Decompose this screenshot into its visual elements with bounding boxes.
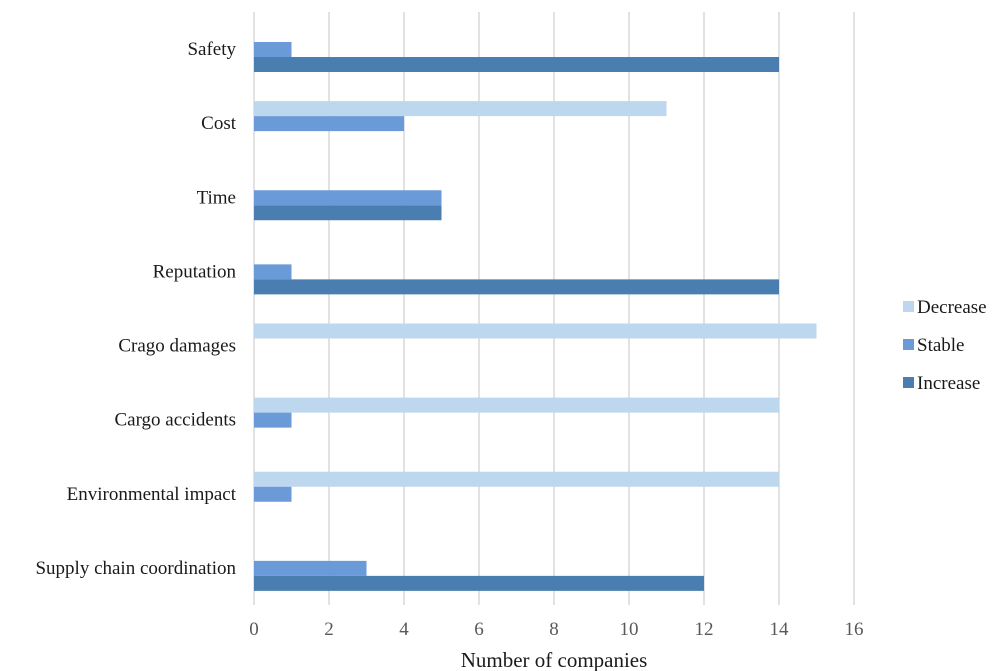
x-axis-title: Number of companies bbox=[461, 648, 648, 671]
bar-stable-environmental-impact bbox=[254, 486, 292, 502]
bar-stable-safety bbox=[254, 42, 292, 57]
bar-decrease-cost bbox=[254, 101, 667, 117]
x-tick-8: 8 bbox=[549, 619, 559, 640]
bar-stable-cargo-accidents bbox=[254, 412, 292, 428]
legend-swatch-increase bbox=[903, 377, 914, 388]
bar-stable-supply-chain-coordination bbox=[254, 560, 367, 576]
legend: Decrease Stable Increase bbox=[903, 297, 987, 394]
category-label-reputation: Reputation bbox=[153, 261, 237, 282]
x-tick-0: 0 bbox=[249, 619, 259, 640]
x-tick-10: 10 bbox=[620, 619, 639, 640]
category-label-crago-damages: Crago damages bbox=[118, 336, 236, 357]
x-tick-labels: 0 2 4 6 8 10 12 14 16 bbox=[249, 619, 863, 640]
category-label-cost: Cost bbox=[201, 113, 237, 134]
x-tick-14: 14 bbox=[770, 619, 790, 640]
legend-swatch-decrease bbox=[903, 301, 914, 312]
legend-label-stable: Stable bbox=[917, 335, 965, 356]
bar-stable-time bbox=[254, 190, 442, 206]
x-tick-16: 16 bbox=[845, 619, 864, 640]
bar-stable-cost bbox=[254, 116, 404, 132]
category-label-supply-chain-coordination: Supply chain coordination bbox=[35, 558, 236, 579]
category-label-cargo-accidents: Cargo accidents bbox=[114, 410, 236, 431]
x-tick-4: 4 bbox=[399, 619, 409, 640]
bar-decrease-cargo-accidents bbox=[254, 397, 779, 413]
bar-increase-reputation bbox=[254, 279, 779, 295]
x-tick-6: 6 bbox=[474, 619, 484, 640]
bar-increase-supply-chain-coordination bbox=[254, 575, 704, 591]
category-label-time: Time bbox=[197, 187, 236, 208]
category-label-environmental-impact: Environmental impact bbox=[67, 484, 237, 505]
legend-swatch-stable bbox=[903, 339, 914, 350]
bar-stable-reputation bbox=[254, 264, 292, 280]
category-label-safety: Safety bbox=[187, 39, 236, 60]
gridlines bbox=[253, 12, 855, 605]
legend-label-decrease: Decrease bbox=[917, 297, 987, 318]
x-tick-12: 12 bbox=[695, 619, 714, 640]
bar-increase-safety bbox=[254, 57, 779, 72]
legend-label-increase: Increase bbox=[917, 373, 980, 394]
category-labels: Safety Cost Time Reputation Crago damages Car… bbox=[35, 39, 236, 579]
bars bbox=[254, 42, 817, 591]
x-tick-2: 2 bbox=[324, 619, 334, 640]
bar-increase-time bbox=[254, 205, 442, 221]
bar-decrease-crago-damages bbox=[254, 323, 817, 339]
bar-decrease-environmental-impact bbox=[254, 471, 779, 487]
